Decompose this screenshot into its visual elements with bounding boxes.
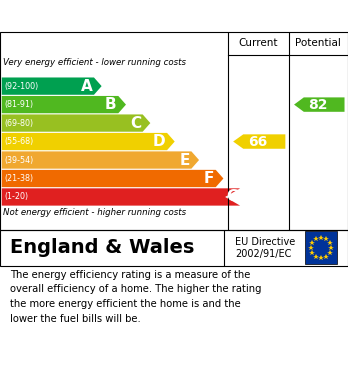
Text: Current: Current [239,38,278,48]
Text: (81-91): (81-91) [4,100,33,109]
Polygon shape [294,97,345,112]
Text: G: G [226,190,238,204]
Text: (39-54): (39-54) [4,156,33,165]
Polygon shape [233,135,285,149]
Text: (1-20): (1-20) [4,192,28,201]
Polygon shape [2,96,126,113]
Text: A: A [80,79,92,93]
Polygon shape [2,77,102,95]
Text: D: D [153,134,165,149]
Text: C: C [130,116,141,131]
Text: B: B [105,97,117,112]
Text: (69-80): (69-80) [4,118,33,127]
Text: (21-38): (21-38) [4,174,33,183]
Text: 66: 66 [248,135,267,149]
Text: Potential: Potential [295,38,341,48]
Text: EU Directive: EU Directive [235,237,295,246]
Polygon shape [2,151,199,169]
Text: F: F [204,171,214,186]
Text: 82: 82 [308,98,327,111]
Text: 2002/91/EC: 2002/91/EC [235,249,291,259]
Text: Energy Efficiency Rating: Energy Efficiency Rating [10,9,232,24]
Polygon shape [2,133,175,150]
Polygon shape [2,188,240,206]
Polygon shape [2,170,223,187]
Polygon shape [2,115,150,132]
Text: (92-100): (92-100) [4,82,38,91]
Text: E: E [179,152,190,167]
Text: England & Wales: England & Wales [10,238,195,257]
Text: Not energy efficient - higher running costs: Not energy efficient - higher running co… [3,208,187,217]
Text: (55-68): (55-68) [4,137,33,146]
Text: The energy efficiency rating is a measure of the
overall efficiency of a home. T: The energy efficiency rating is a measur… [10,270,262,324]
Text: Very energy efficient - lower running costs: Very energy efficient - lower running co… [3,58,187,67]
